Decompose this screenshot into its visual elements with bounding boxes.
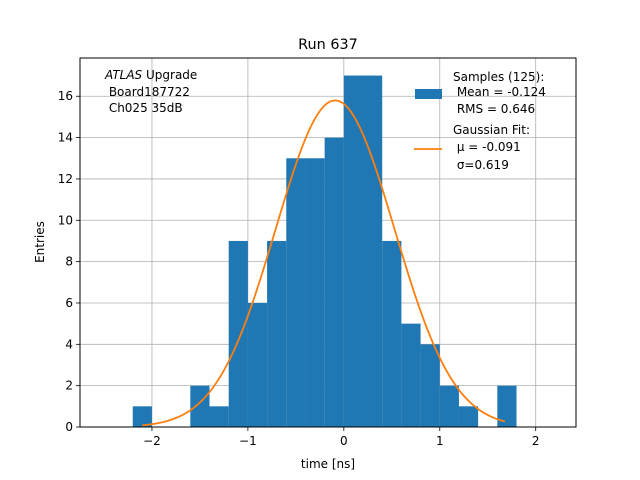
x-tick-label: −2	[143, 434, 161, 448]
histogram-bar	[324, 137, 344, 427]
annotation-line-1: ATLAS Upgrade	[104, 68, 197, 82]
y-tick-label: 6	[65, 296, 73, 310]
x-tick-label: 1	[436, 434, 444, 448]
histogram-bar	[382, 240, 402, 427]
y-tick-label: 14	[58, 131, 73, 145]
histogram-bar	[458, 406, 479, 427]
histogram-bar	[439, 385, 459, 427]
y-tick-label: 2	[65, 379, 73, 393]
y-tick-label: 8	[65, 255, 73, 269]
y-tick-label: 16	[58, 89, 73, 103]
legend-fit-title: Gaussian Fit:	[453, 123, 530, 137]
histogram-bar	[401, 323, 421, 427]
legend-samples-swatch	[415, 89, 442, 99]
upgrade-label: Upgrade	[142, 68, 197, 82]
x-tick-label: 2	[532, 434, 540, 448]
gaussian-fit-curve	[142, 99, 506, 427]
plot-frame	[79, 57, 577, 428]
histogram-bar	[228, 240, 248, 427]
histogram-bar	[209, 406, 229, 427]
histogram-bar	[363, 75, 383, 428]
histogram-bar	[420, 344, 440, 427]
legend-samples-rms: RMS = 0.646	[453, 102, 535, 116]
y-tick-label: 4	[65, 337, 73, 351]
histogram-bars	[132, 75, 517, 428]
x-tick-label: −1	[239, 434, 257, 448]
annotation-line-3: Ch025 35dB	[105, 101, 183, 115]
y-axis-label: Entries	[33, 221, 47, 263]
annotation-line-2: Board187722	[105, 85, 190, 99]
legend-fit-sigma: σ=0.619	[453, 158, 509, 172]
x-axis-label: time [ns]	[301, 457, 355, 471]
chart-title: Run 637	[298, 37, 358, 53]
gaussian-fit-line	[142, 99, 506, 427]
histogram-bar	[305, 158, 325, 427]
histogram-bar	[190, 385, 210, 427]
legend-fit-mu: μ = -0.091	[453, 140, 521, 154]
y-tick-label: 0	[65, 420, 73, 434]
x-tick-label: 0	[340, 434, 348, 448]
histogram-bar	[267, 240, 287, 427]
legend-samples-mean: Mean = -0.124	[453, 85, 546, 99]
atlas-annotation: ATLAS Upgrade Board187722 Ch025 35dB	[104, 68, 197, 115]
legend: Samples (125): Mean = -0.124 RMS = 0.646…	[414, 70, 546, 172]
y-tick-label: 10	[58, 213, 73, 227]
atlas-label: ATLAS	[104, 68, 143, 82]
y-tick-label: 12	[58, 172, 73, 186]
histogram-bar	[247, 302, 268, 427]
legend-samples-title: Samples (125):	[453, 70, 544, 84]
histogram-bar	[343, 75, 364, 428]
histogram-bar	[286, 158, 306, 427]
histogram-bar	[497, 385, 517, 427]
histogram-bar	[132, 406, 152, 427]
